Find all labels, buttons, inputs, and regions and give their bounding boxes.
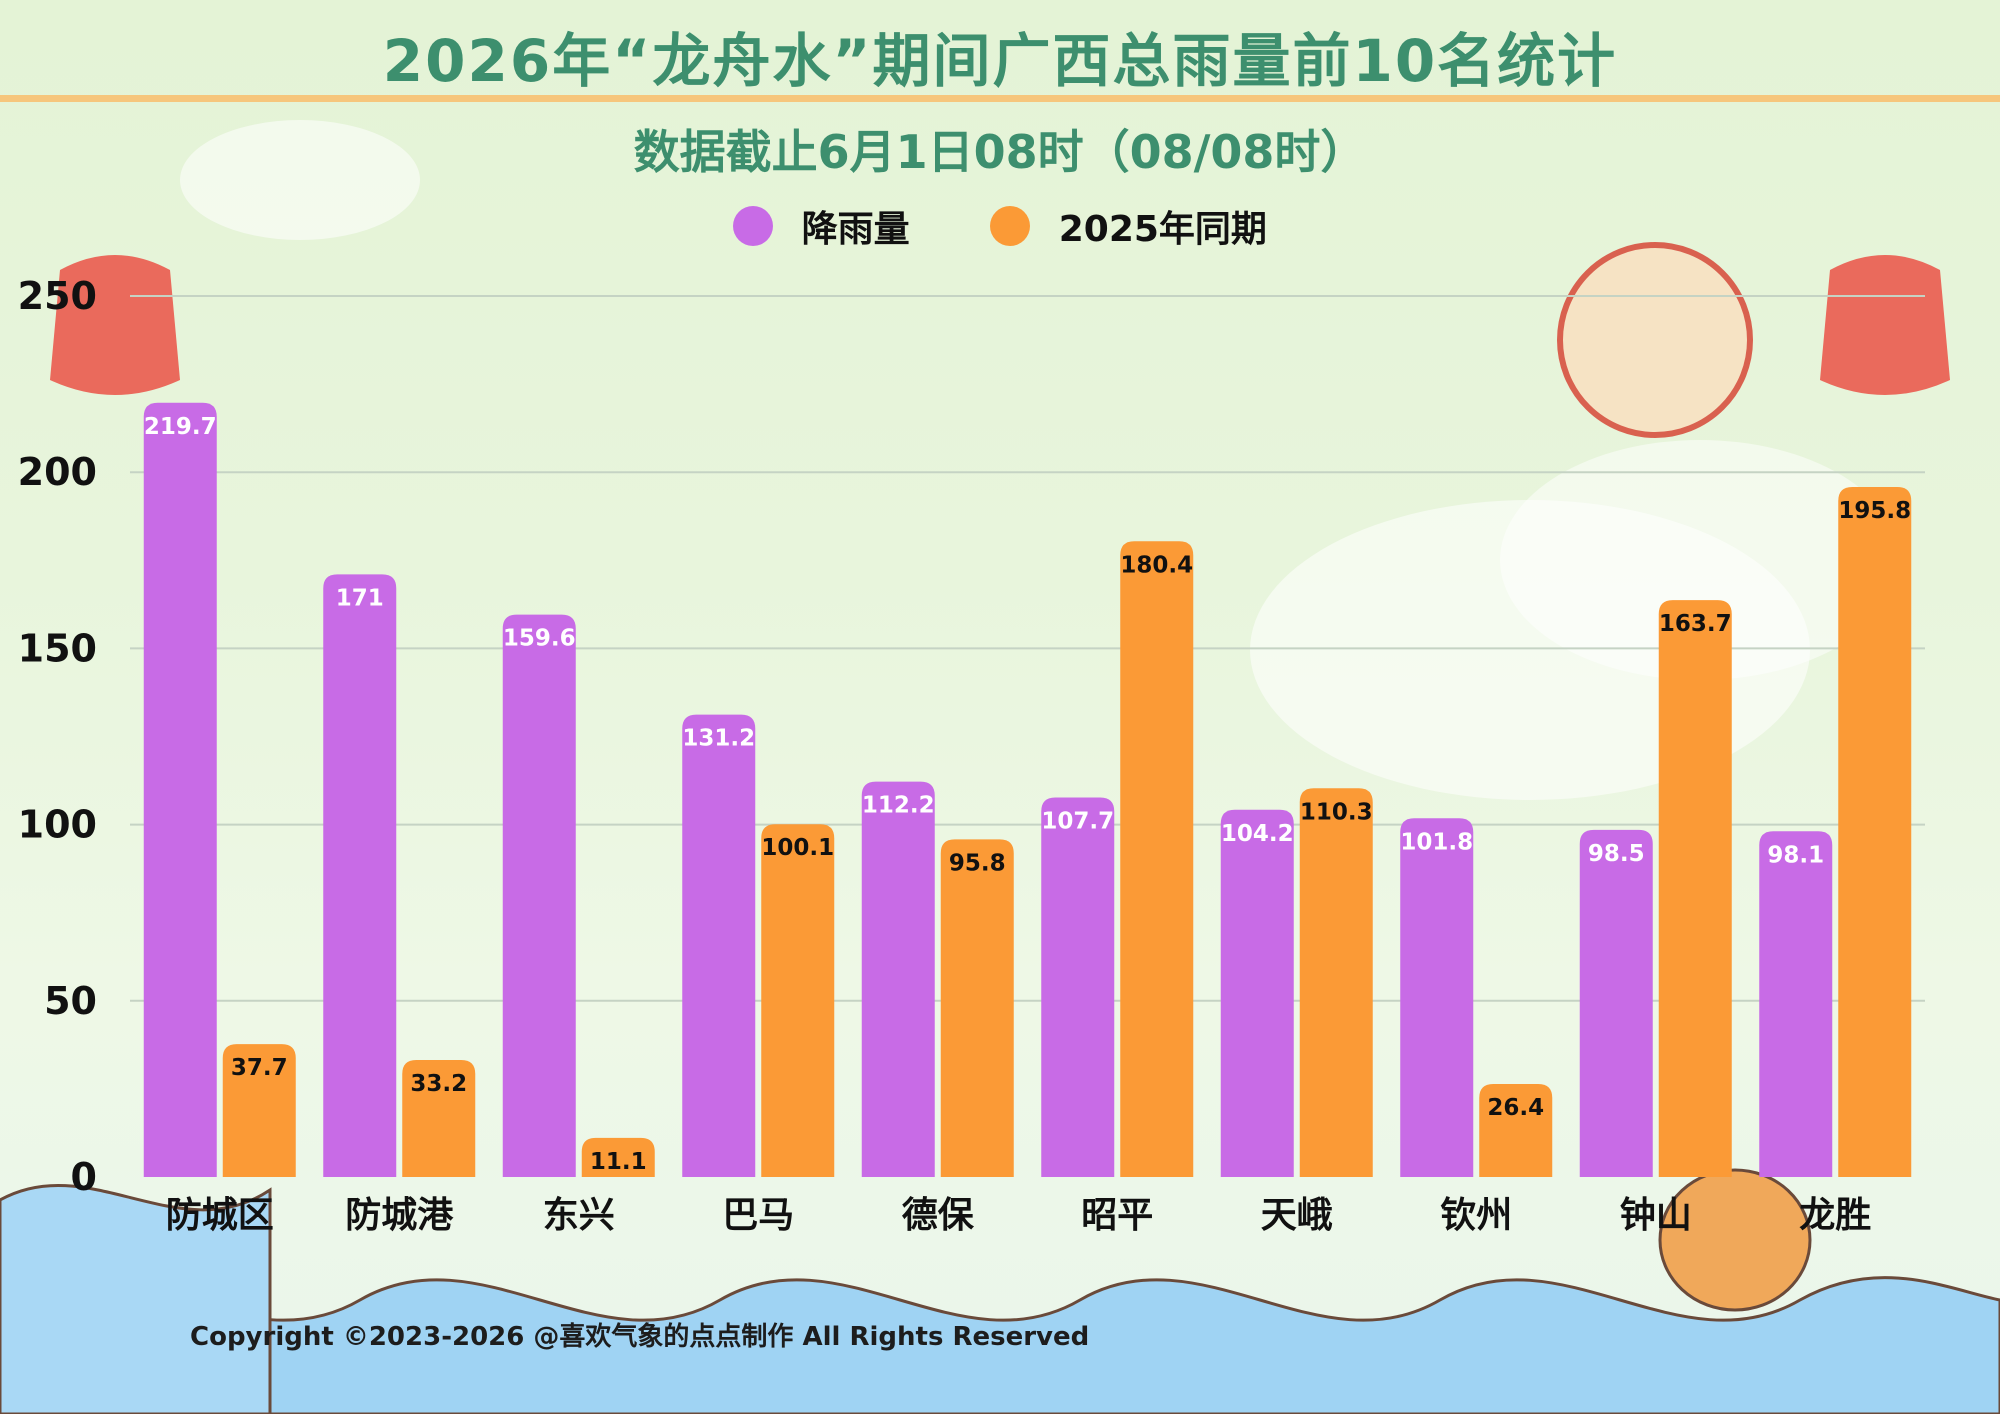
data-label-rainfall: 104.2 bbox=[1221, 821, 1294, 847]
legend-label-last-year: 2025年同期 bbox=[1058, 209, 1267, 250]
x-tick-label: 天峨 bbox=[1261, 1195, 1333, 1236]
decorations bbox=[0, 120, 2000, 1414]
chart-bars: 219.7 37.7 171 33.2 159.6 11.1 131.2 100.1 112.2… bbox=[143, 402, 1912, 1177]
copyright-text: Copyright ©2023-2026 @喜欢气象的点点制作 All Righ… bbox=[190, 1322, 1090, 1352]
wave-decoration bbox=[0, 1276, 2000, 1414]
data-label-rainfall: 219.7 bbox=[144, 414, 217, 440]
bar-rainfall bbox=[323, 574, 397, 1177]
chart-legend: 降雨量 2025年同期 bbox=[0, 200, 2000, 252]
x-tick-label: 防城港 bbox=[345, 1195, 454, 1236]
data-label-rainfall: 159.6 bbox=[503, 626, 576, 652]
x-tick-label: 巴马 bbox=[722, 1195, 794, 1236]
legend-label-rain: 降雨量 bbox=[801, 209, 910, 250]
bar-last-year bbox=[581, 1137, 655, 1177]
bar-last-year bbox=[940, 839, 1014, 1177]
data-label-rainfall: 112.2 bbox=[862, 793, 935, 819]
y-tick-label: 0 bbox=[71, 1155, 97, 1199]
bar-last-year bbox=[402, 1060, 476, 1177]
title-divider bbox=[0, 95, 2000, 102]
page-subtitle: 数据截止6月1日08时（08/08时） bbox=[633, 125, 1367, 179]
data-label-last-year: 26.4 bbox=[1487, 1095, 1544, 1121]
x-tick-label: 东兴 bbox=[543, 1195, 615, 1236]
data-label-rainfall: 107.7 bbox=[1041, 808, 1114, 834]
data-label-rainfall: 98.5 bbox=[1588, 841, 1645, 867]
bar-rainfall bbox=[1579, 829, 1653, 1177]
bar-rainfall bbox=[1400, 818, 1474, 1177]
bar-rainfall bbox=[1041, 797, 1115, 1177]
data-label-last-year: 37.7 bbox=[231, 1055, 288, 1081]
y-tick-label: 50 bbox=[44, 979, 97, 1023]
x-axis: 防城区 防城港 东兴 巴马 德保 昭平 天峨 钦州 钟山 龙胜 bbox=[166, 1195, 1872, 1236]
bar-last-year bbox=[1658, 600, 1732, 1177]
data-label-last-year: 163.7 bbox=[1659, 611, 1732, 637]
drum-icon bbox=[1557, 242, 1753, 438]
page-title: 2026年“龙舟水”期间广西总雨量前10名统计 bbox=[382, 27, 1618, 95]
x-tick-label: 龙胜 bbox=[1799, 1195, 1871, 1236]
bar-last-year bbox=[1479, 1083, 1553, 1177]
data-label-last-year: 11.1 bbox=[590, 1149, 647, 1175]
cloud-decoration bbox=[1500, 440, 1900, 680]
data-label-rainfall: 101.8 bbox=[1400, 829, 1473, 855]
lucky-bag-icon bbox=[1820, 255, 1950, 395]
y-tick-label: 150 bbox=[18, 626, 97, 670]
data-label-last-year: 95.8 bbox=[949, 850, 1006, 876]
bar-rainfall bbox=[502, 614, 576, 1177]
data-label-rainfall: 131.2 bbox=[682, 726, 755, 752]
y-tick-label: 100 bbox=[18, 803, 97, 847]
data-label-last-year: 195.8 bbox=[1838, 498, 1911, 524]
data-label-last-year: 110.3 bbox=[1300, 799, 1373, 825]
wave-decoration bbox=[0, 1183, 272, 1414]
bar-last-year bbox=[1120, 541, 1194, 1177]
data-label-last-year: 33.2 bbox=[410, 1071, 467, 1097]
legend-item-rain: 降雨量 bbox=[733, 200, 910, 252]
legend-dot-last-year bbox=[990, 206, 1031, 246]
bar-rainfall bbox=[1220, 809, 1294, 1177]
data-label-last-year: 100.1 bbox=[761, 835, 834, 861]
bar-rainfall bbox=[1759, 831, 1833, 1177]
data-label-rainfall: 98.1 bbox=[1767, 842, 1824, 868]
bar-last-year bbox=[761, 824, 835, 1177]
x-tick-label: 德保 bbox=[902, 1195, 975, 1236]
legend-item-last-year: 2025年同期 bbox=[990, 200, 1267, 252]
x-tick-label: 钦州 bbox=[1440, 1195, 1512, 1236]
bar-rainfall bbox=[143, 402, 217, 1177]
x-tick-label: 昭平 bbox=[1081, 1195, 1153, 1236]
bar-last-year bbox=[1838, 487, 1912, 1177]
bar-rainfall bbox=[682, 714, 756, 1177]
y-tick-label: 200 bbox=[18, 450, 97, 494]
data-label-last-year: 180.4 bbox=[1120, 552, 1193, 578]
y-axis: 0 50 100 150 200 250 bbox=[18, 274, 97, 1199]
data-label-rainfall: 171 bbox=[336, 585, 384, 611]
bar-rainfall bbox=[861, 781, 935, 1177]
y-tick-label: 250 bbox=[18, 274, 97, 318]
x-tick-label: 钟山 bbox=[1620, 1195, 1692, 1236]
legend-dot-rain bbox=[733, 206, 774, 246]
dragon-head-icon bbox=[1658, 1168, 1812, 1312]
x-tick-label: 防城区 bbox=[166, 1195, 274, 1236]
bar-last-year bbox=[222, 1044, 296, 1177]
bar-last-year bbox=[1299, 788, 1373, 1177]
lucky-bag-icon bbox=[50, 255, 180, 395]
cloud-decoration bbox=[180, 120, 420, 240]
